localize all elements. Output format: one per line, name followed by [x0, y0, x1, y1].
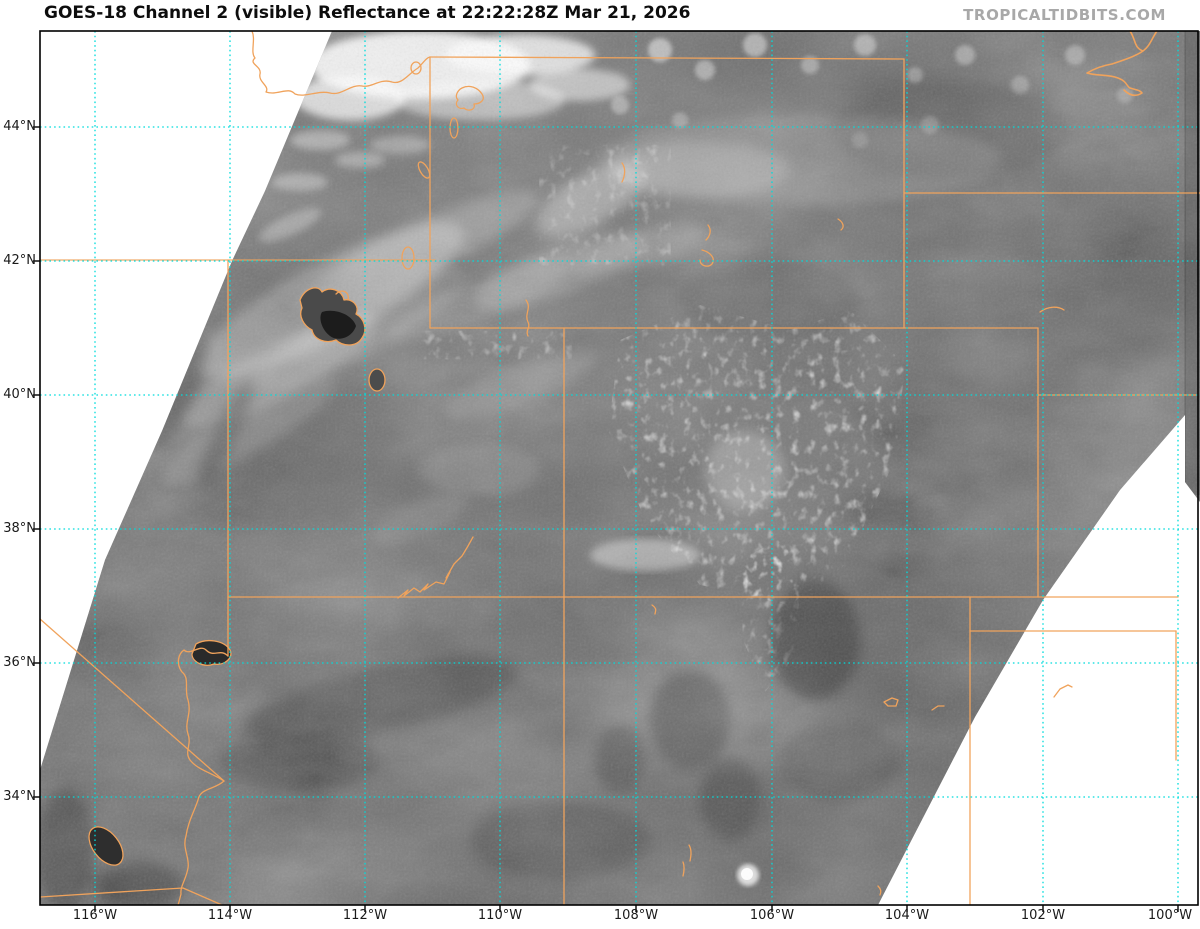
border-montana-wyoming-45n [429, 56, 905, 60]
lake-oahe [1086, 30, 1158, 97]
lake-great-salt-lake [299, 287, 366, 346]
state-borders [39, 30, 1200, 906]
lake-water-fills [89, 287, 385, 866]
lon-label-102w: 102°W [1020, 908, 1066, 923]
lake-outlines [88, 30, 1158, 896]
figure-title: GOES-18 Channel 2 (visible) Reflectance … [44, 3, 691, 23]
lake-bear-river-bay [335, 290, 349, 301]
axis-ticks [33, 126, 1179, 912]
border-california-nevada-diagonal [39, 618, 225, 782]
lake-powell [397, 536, 474, 599]
lon-label-106w: 106°W [749, 908, 795, 923]
lat-label-44n: 44°N [3, 119, 36, 134]
lake-glendo [837, 218, 844, 231]
lake-yellowstone [455, 85, 484, 111]
lake-henrys [410, 61, 422, 75]
lon-label-116w: 116°W [72, 908, 118, 923]
lake-santa-rosa [931, 705, 945, 711]
lon-label-108w: 108°W [613, 908, 659, 923]
lon-label-100w: 100°W [1147, 908, 1193, 923]
latlon-gridlines [40, 31, 1198, 905]
lake-meredith [1053, 684, 1073, 698]
lake-boysen [621, 162, 626, 183]
border-colorado-river [177, 647, 229, 906]
lake-small-southeast [877, 885, 882, 896]
lake-navajo [651, 604, 657, 615]
lake-caballo [682, 861, 685, 877]
lake-pathfinder [699, 224, 714, 267]
lake-bear-lake [401, 246, 415, 270]
lat-label-38n: 38°N [3, 521, 36, 536]
lake-palisades [417, 161, 431, 179]
border-mexico [39, 887, 223, 906]
lake-mcconaughy [1039, 306, 1065, 313]
satellite-swath-image [40, 31, 1200, 905]
white-sands-bright-spot [737, 864, 759, 886]
lon-label-114w: 114°W [207, 908, 253, 923]
lat-label-42n: 42°N [3, 253, 36, 268]
lake-conchas [883, 697, 899, 707]
lat-label-34n: 34°N [3, 789, 36, 804]
lake-salton-sea [88, 826, 124, 866]
lon-label-104w: 104°W [884, 908, 930, 923]
swath-seam-strip [1185, 31, 1200, 495]
tropicaltidbits-watermark: TROPICALTIDBITS.COM [963, 6, 1166, 24]
lake-elephant-butte [688, 844, 692, 862]
lake-mead-outline [191, 639, 232, 666]
lon-label-110w: 110°W [477, 908, 523, 923]
lake-jackson [449, 117, 459, 139]
lat-label-40n: 40°N [3, 387, 36, 402]
lake-utah-lake [368, 368, 386, 392]
lake-flaming-gorge [525, 299, 530, 337]
plot-frame [33, 30, 1199, 912]
border-idaho-montana [251, 30, 431, 96]
lon-label-112w: 112°W [342, 908, 388, 923]
lat-label-36n: 36°N [3, 655, 36, 670]
